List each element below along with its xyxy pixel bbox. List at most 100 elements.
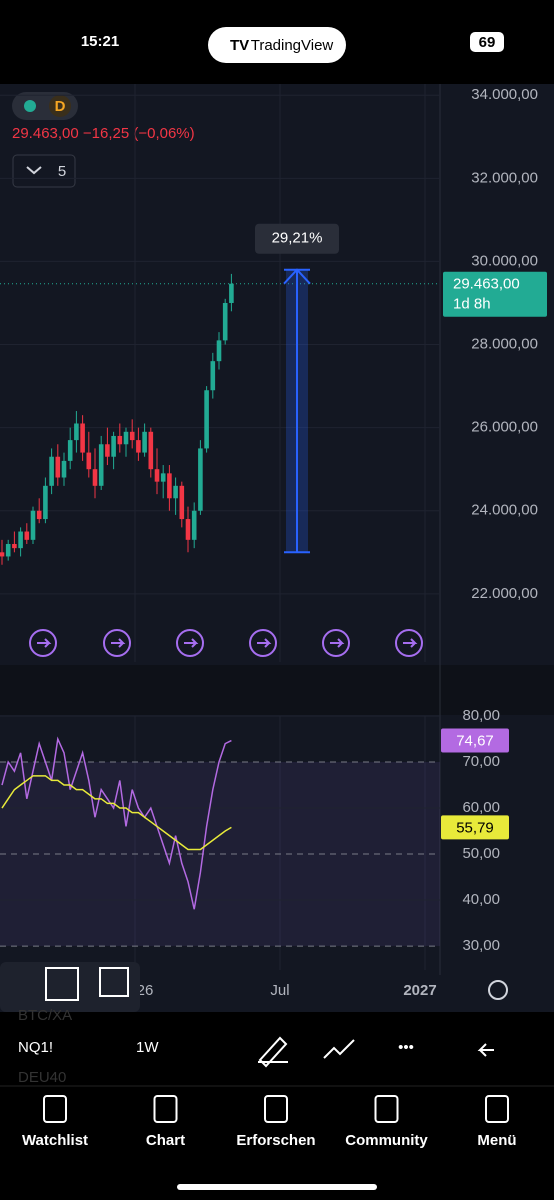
y-tick-label: 80,00 bbox=[462, 707, 500, 724]
candle-body bbox=[229, 283, 234, 303]
more-icon[interactable]: ••• bbox=[398, 1039, 414, 1056]
nav-label[interactable]: Erforschen bbox=[236, 1132, 315, 1149]
candle-body bbox=[61, 460, 67, 478]
y-tick-label: 32.000,00 bbox=[471, 169, 538, 186]
value-tag-label: 74,67 bbox=[456, 732, 494, 749]
event-marker[interactable] bbox=[322, 629, 350, 657]
candle-body bbox=[142, 431, 147, 453]
y-tick-label: 60,00 bbox=[462, 799, 500, 816]
rsi-line bbox=[1, 736, 232, 910]
interval[interactable]: 1W bbox=[136, 1039, 159, 1056]
ghost-symbol: DEU40 bbox=[18, 1069, 66, 1086]
event-arrow bbox=[37, 638, 52, 648]
event-marker[interactable] bbox=[29, 629, 57, 657]
candle-body bbox=[24, 531, 30, 540]
y-tick-label: 50,00 bbox=[462, 845, 500, 862]
candle-body bbox=[210, 361, 216, 391]
candle-body bbox=[160, 473, 166, 482]
chevron bbox=[26, 166, 42, 175]
event-marker[interactable] bbox=[176, 629, 204, 657]
candle-body bbox=[148, 431, 154, 470]
ghost-symbol: BTC/XA bbox=[18, 1007, 72, 1024]
nav-label[interactable]: Chart bbox=[146, 1132, 185, 1149]
status-dot bbox=[24, 100, 36, 112]
y-tick-label: 40,00 bbox=[462, 891, 500, 908]
candle-body bbox=[5, 543, 11, 557]
value-tag bbox=[441, 815, 509, 840]
countdown: 1d 8h bbox=[453, 296, 491, 313]
candle-body bbox=[98, 444, 104, 486]
symbol[interactable]: NQ1! bbox=[18, 1039, 53, 1056]
candle-body bbox=[216, 340, 222, 362]
axis-mask bbox=[441, 975, 554, 1005]
candle-body bbox=[123, 431, 129, 445]
nav-label[interactable]: Watchlist bbox=[22, 1132, 88, 1149]
event-arrow bbox=[111, 638, 126, 648]
nav-icon[interactable] bbox=[43, 1095, 67, 1123]
event-arrow bbox=[330, 638, 345, 648]
y-tick-label: 22.000,00 bbox=[471, 585, 538, 602]
pane-separator bbox=[0, 665, 554, 715]
candle-body bbox=[55, 456, 61, 478]
draw-toolbar bbox=[0, 962, 140, 1012]
rect-tool[interactable] bbox=[99, 967, 129, 997]
candle-body bbox=[49, 456, 54, 486]
app-logo: TV bbox=[230, 37, 249, 54]
event-marker[interactable] bbox=[103, 629, 131, 657]
candle-body bbox=[222, 302, 228, 341]
nav-label[interactable]: Community bbox=[345, 1132, 428, 1149]
undo-icon[interactable] bbox=[477, 1043, 494, 1057]
candle-body bbox=[111, 435, 116, 457]
home-indicator bbox=[177, 1184, 377, 1190]
badge-bg bbox=[49, 95, 71, 117]
nav-icon[interactable] bbox=[153, 1095, 178, 1123]
candle-body bbox=[67, 440, 73, 461]
candle-body bbox=[80, 423, 85, 453]
app-name: TradingView bbox=[251, 37, 334, 54]
candle-body bbox=[173, 485, 178, 499]
candle-body bbox=[179, 485, 185, 520]
battery bbox=[470, 32, 504, 52]
price-tag bbox=[443, 271, 547, 317]
event-arrow bbox=[257, 638, 272, 648]
indicator-count: 5 bbox=[58, 163, 66, 180]
quote: 29.463,00 −16,25 (−0,06%) bbox=[12, 125, 195, 142]
nav-icon[interactable] bbox=[264, 1095, 288, 1123]
y-tick-label: 28.000,00 bbox=[471, 336, 538, 353]
candle-body bbox=[12, 543, 17, 549]
value-tag bbox=[441, 728, 509, 753]
event-arrow bbox=[184, 638, 199, 648]
candle-body bbox=[167, 473, 172, 499]
nav-icon[interactable] bbox=[485, 1095, 509, 1123]
y-tick-label: 30,00 bbox=[462, 937, 500, 954]
event-marker[interactable] bbox=[395, 629, 423, 657]
x-tick-label: 26 bbox=[137, 982, 154, 999]
nav-label[interactable]: Menü bbox=[477, 1132, 516, 1149]
symbol-toolbar bbox=[0, 1012, 554, 1086]
nav-icon[interactable] bbox=[374, 1095, 399, 1123]
candle-body bbox=[0, 552, 5, 557]
candle-body bbox=[18, 531, 23, 549]
text-tool[interactable] bbox=[45, 967, 79, 1001]
candle-body bbox=[129, 431, 135, 441]
draw-icon[interactable] bbox=[258, 1036, 288, 1068]
indicators-icon[interactable] bbox=[323, 1039, 355, 1059]
candle-body bbox=[204, 390, 209, 449]
rsi-line bbox=[1, 775, 232, 851]
y-tick-label: 26.000,00 bbox=[471, 419, 538, 436]
candle-body bbox=[117, 435, 123, 445]
candle-body bbox=[43, 485, 48, 520]
badge: D bbox=[55, 98, 66, 115]
candle-body bbox=[185, 519, 191, 540]
clock: 15:21 bbox=[81, 33, 119, 50]
measure-label: 29,21% bbox=[272, 230, 323, 247]
y-tick-label: 34.000,00 bbox=[471, 86, 538, 103]
app-pill bbox=[208, 27, 346, 63]
collapse-button[interactable] bbox=[12, 154, 76, 188]
value-tag-label: 55,79 bbox=[456, 819, 494, 836]
candle-body bbox=[198, 448, 203, 511]
event-marker[interactable] bbox=[249, 629, 277, 657]
y-tick-label: 24.000,00 bbox=[471, 502, 538, 519]
candle-body bbox=[154, 469, 160, 482]
settings-icon[interactable] bbox=[488, 980, 508, 1000]
